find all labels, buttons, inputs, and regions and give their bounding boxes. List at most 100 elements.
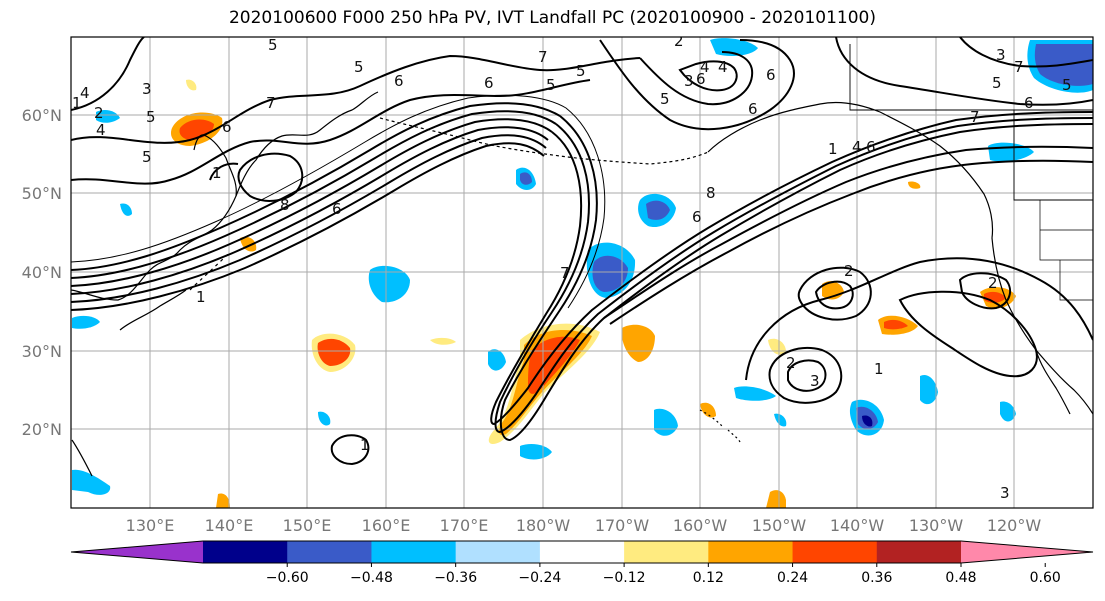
lon-label: 140°W bbox=[830, 516, 885, 535]
contour-line bbox=[490, 111, 1093, 426]
contour-label: 5 bbox=[576, 62, 586, 80]
patch-blue bbox=[72, 469, 111, 495]
patch-blue bbox=[862, 415, 873, 427]
contour-label: 6 bbox=[696, 70, 706, 88]
contour-label: 6 bbox=[394, 72, 404, 90]
contour-label: 3 bbox=[996, 46, 1006, 64]
contour-label: 5 bbox=[1062, 76, 1072, 94]
colorbar-tick-label: −0.12 bbox=[603, 570, 646, 586]
contour-line bbox=[787, 359, 827, 392]
colorbar-tick-label: 0.36 bbox=[861, 570, 892, 586]
contour-label: 7 bbox=[970, 108, 980, 126]
coastline-baja bbox=[1035, 349, 1071, 415]
patch-orange bbox=[430, 337, 456, 345]
contour-label: 7 bbox=[266, 94, 276, 112]
pv-contours-thin bbox=[71, 94, 606, 309]
patch-blue bbox=[520, 172, 532, 185]
pv-contours bbox=[71, 37, 1093, 466]
contour-label: 5 bbox=[546, 76, 556, 94]
patch-red bbox=[317, 338, 351, 366]
contour-label: 5 bbox=[354, 58, 364, 76]
lon-label: 160°E bbox=[362, 516, 411, 535]
lon-label: 120°W bbox=[987, 516, 1042, 535]
lon-label: 170°E bbox=[440, 516, 489, 535]
map-title: 2020100600 F000 250 hPa PV, IVT Landfall… bbox=[228, 8, 876, 28]
patch-blue bbox=[488, 349, 506, 371]
contour-line bbox=[499, 115, 1093, 442]
contour-label: 2 bbox=[844, 262, 854, 280]
contour-line bbox=[745, 257, 1093, 381]
contour-line bbox=[330, 434, 370, 466]
lon-label: 140°E bbox=[205, 516, 254, 535]
lon-label: 160°W bbox=[673, 516, 728, 535]
contour-label: 1 bbox=[196, 288, 206, 306]
contour-label: 5 bbox=[142, 148, 152, 166]
lon-label: 150°E bbox=[283, 516, 332, 535]
contour-label: 6 bbox=[484, 74, 494, 92]
colorbar-segment bbox=[539, 541, 625, 563]
colorbar: −0.60 −0.48 −0.36 −0.24 −0.12 0.12 0.24 0.36 0.4… bbox=[70, 540, 1094, 586]
lon-label: 130°W bbox=[909, 516, 964, 535]
contour-line bbox=[959, 37, 1093, 68]
contour-label: 6 bbox=[1024, 94, 1034, 112]
patch-blue bbox=[646, 200, 670, 220]
border-states bbox=[1039, 200, 1093, 301]
contour-line bbox=[609, 159, 1093, 325]
patch-blue bbox=[120, 203, 132, 216]
contour-label: 4 bbox=[700, 58, 710, 76]
contour-line bbox=[71, 54, 641, 144]
contour-label: 6 bbox=[866, 138, 876, 156]
contour-label: 2 bbox=[94, 104, 104, 122]
contour-label: 4 bbox=[80, 84, 90, 102]
patch-blue bbox=[520, 444, 552, 460]
contour-line bbox=[71, 118, 553, 287]
contour-label: 4 bbox=[96, 121, 106, 139]
contour-line bbox=[768, 347, 843, 404]
patch-orange bbox=[700, 402, 716, 418]
contour-labels: 5 4 2 4 3 5 6 5 7 1 6 5 8 6 8 7 5 6 6 2 … bbox=[72, 32, 1072, 502]
contour-line bbox=[797, 266, 872, 321]
coastline-hawaii bbox=[699, 409, 741, 443]
lat-label: 20°N bbox=[22, 420, 62, 439]
colorbar-tick-label: 0.60 bbox=[1030, 570, 1061, 586]
patch-blue bbox=[318, 411, 331, 426]
contour-label: 5 bbox=[146, 108, 156, 126]
contour-label: 6 bbox=[332, 200, 342, 218]
patch-blue bbox=[592, 255, 628, 292]
patch-orange bbox=[240, 236, 257, 252]
contour-label: 5 bbox=[992, 74, 1002, 92]
colorbar-segment bbox=[287, 541, 372, 563]
patch-red bbox=[884, 319, 908, 330]
contour-label: 2 bbox=[674, 32, 684, 50]
contour-label: 6 bbox=[222, 118, 232, 136]
colorbar-segment bbox=[371, 541, 457, 563]
patch-orange bbox=[621, 324, 655, 362]
patch-orange bbox=[908, 181, 921, 189]
patch-blue bbox=[72, 315, 100, 329]
contour-label: 2 bbox=[988, 274, 998, 292]
patch-orange bbox=[186, 79, 197, 91]
contour-line bbox=[898, 290, 1038, 378]
colorbar-tick-label: 0.12 bbox=[693, 570, 724, 586]
border-canada-us bbox=[849, 44, 1093, 201]
contour-line bbox=[71, 94, 606, 309]
contour-label: 4 bbox=[718, 58, 728, 76]
patch-blue bbox=[920, 374, 938, 405]
contour-label: 1 bbox=[360, 436, 370, 454]
latitude-labels: 60°N 50°N 40°N 30°N 20°N bbox=[22, 106, 62, 439]
coastline-japan bbox=[119, 289, 187, 331]
contour-label: 1 bbox=[72, 94, 82, 112]
colorbar-segment bbox=[455, 541, 541, 563]
contour-label: 1 bbox=[828, 140, 838, 158]
coastline-philippines bbox=[71, 439, 93, 477]
patch-blue bbox=[734, 386, 776, 401]
colorbar-tick-label: −0.36 bbox=[434, 570, 477, 586]
contour-line bbox=[603, 145, 1093, 319]
colorbar-segment bbox=[792, 541, 878, 563]
contour-line bbox=[71, 142, 545, 311]
contour-line bbox=[71, 126, 549, 295]
contour-line bbox=[209, 162, 239, 181]
contour-label: 3 bbox=[684, 72, 694, 90]
contour-label: 1 bbox=[212, 164, 222, 182]
